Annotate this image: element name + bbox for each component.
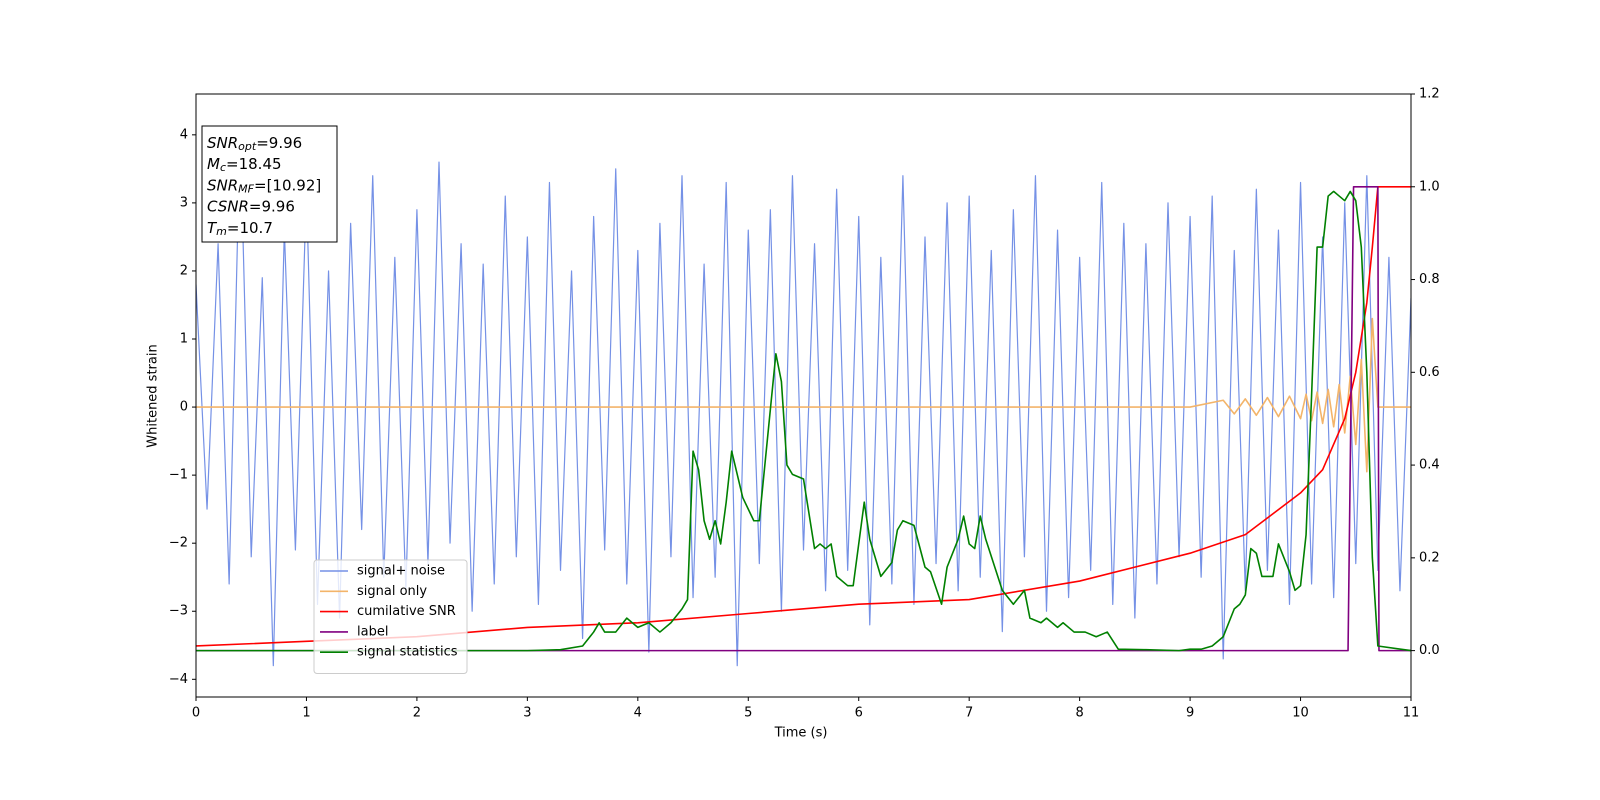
plot-frame <box>195 93 1412 698</box>
y-tick-label: 4 <box>180 127 188 142</box>
x-tick-label: 2 <box>413 706 421 721</box>
annotation: Tm=10.7 <box>207 218 273 238</box>
annotation: Mc=18.45 <box>207 155 282 175</box>
legend-label: label <box>357 624 388 639</box>
annotation-subscript: opt <box>238 140 257 153</box>
annotation-value: =9.96 <box>256 134 302 152</box>
y2-tick-label: 0.6 <box>1419 365 1440 380</box>
x-tick-label: 3 <box>523 706 531 721</box>
y-tick-label: 2 <box>180 263 188 278</box>
series-line <box>196 190 1411 652</box>
annotation: CSNR=9.96 <box>207 197 295 215</box>
legend-box <box>313 559 468 674</box>
y2-tick-label: 1.0 <box>1419 179 1440 194</box>
annotation: SNRMF=[10.92] <box>207 176 321 196</box>
annotation-value: =10.7 <box>227 218 273 236</box>
annotation-subscript: m <box>216 225 227 238</box>
x-tick-label: 9 <box>1186 706 1194 721</box>
x-tick-label: 6 <box>855 706 863 721</box>
annotation: SNRopt=9.96 <box>207 134 302 154</box>
annotation-symbol: T <box>207 218 218 236</box>
annotation-value: =18.45 <box>226 155 282 173</box>
x-tick-label: 5 <box>744 706 752 721</box>
annotation-symbol: M <box>207 155 220 173</box>
annotation-subscript: MF <box>238 182 254 195</box>
x-tick-label: 10 <box>1292 706 1309 721</box>
series-line <box>196 127 1411 667</box>
x-tick-label: 4 <box>634 706 642 721</box>
y-tick-label: 3 <box>180 195 188 210</box>
annotation-symbol: SNR <box>207 176 238 194</box>
series-line <box>196 185 1411 647</box>
annotation-box <box>201 125 338 243</box>
annotation-value: =9.96 <box>249 197 295 215</box>
annotation-symbol: SNR <box>207 134 238 152</box>
y-tick-label: −2 <box>169 536 188 551</box>
y-axis-label: Whitened strain <box>146 344 161 447</box>
y2-tick-label: 0.2 <box>1419 550 1440 565</box>
y-tick-label: −1 <box>169 468 188 483</box>
legend-label: signal only <box>357 584 427 599</box>
y2-tick-label: 0.4 <box>1419 458 1440 473</box>
x-tick-label: 1 <box>302 706 310 721</box>
x-axis-label: Time (s) <box>774 726 828 741</box>
y-tick-label: 0 <box>180 400 188 415</box>
y-tick-label: −3 <box>169 604 188 619</box>
legend-label: signal statistics <box>357 645 458 660</box>
series-line <box>196 317 1411 473</box>
annotation-subscript: c <box>220 161 226 174</box>
annotation-symbol: CSNR <box>207 197 249 215</box>
y2-tick-label: 0.8 <box>1419 272 1440 287</box>
legend-label: signal+ noise <box>357 564 445 579</box>
x-tick-label: 11 <box>1403 706 1420 721</box>
legend-label: cumilative SNR <box>357 604 456 619</box>
x-tick-label: 7 <box>965 706 973 721</box>
x-tick-label: 0 <box>192 706 200 721</box>
annotation-value: =[10.92] <box>254 176 321 194</box>
y2-tick-label: 0.0 <box>1419 643 1440 658</box>
x-tick-label: 8 <box>1075 706 1083 721</box>
y2-tick-label: 1.2 <box>1419 87 1440 102</box>
y-tick-label: 1 <box>180 332 188 347</box>
y-tick-label: −4 <box>169 672 188 687</box>
